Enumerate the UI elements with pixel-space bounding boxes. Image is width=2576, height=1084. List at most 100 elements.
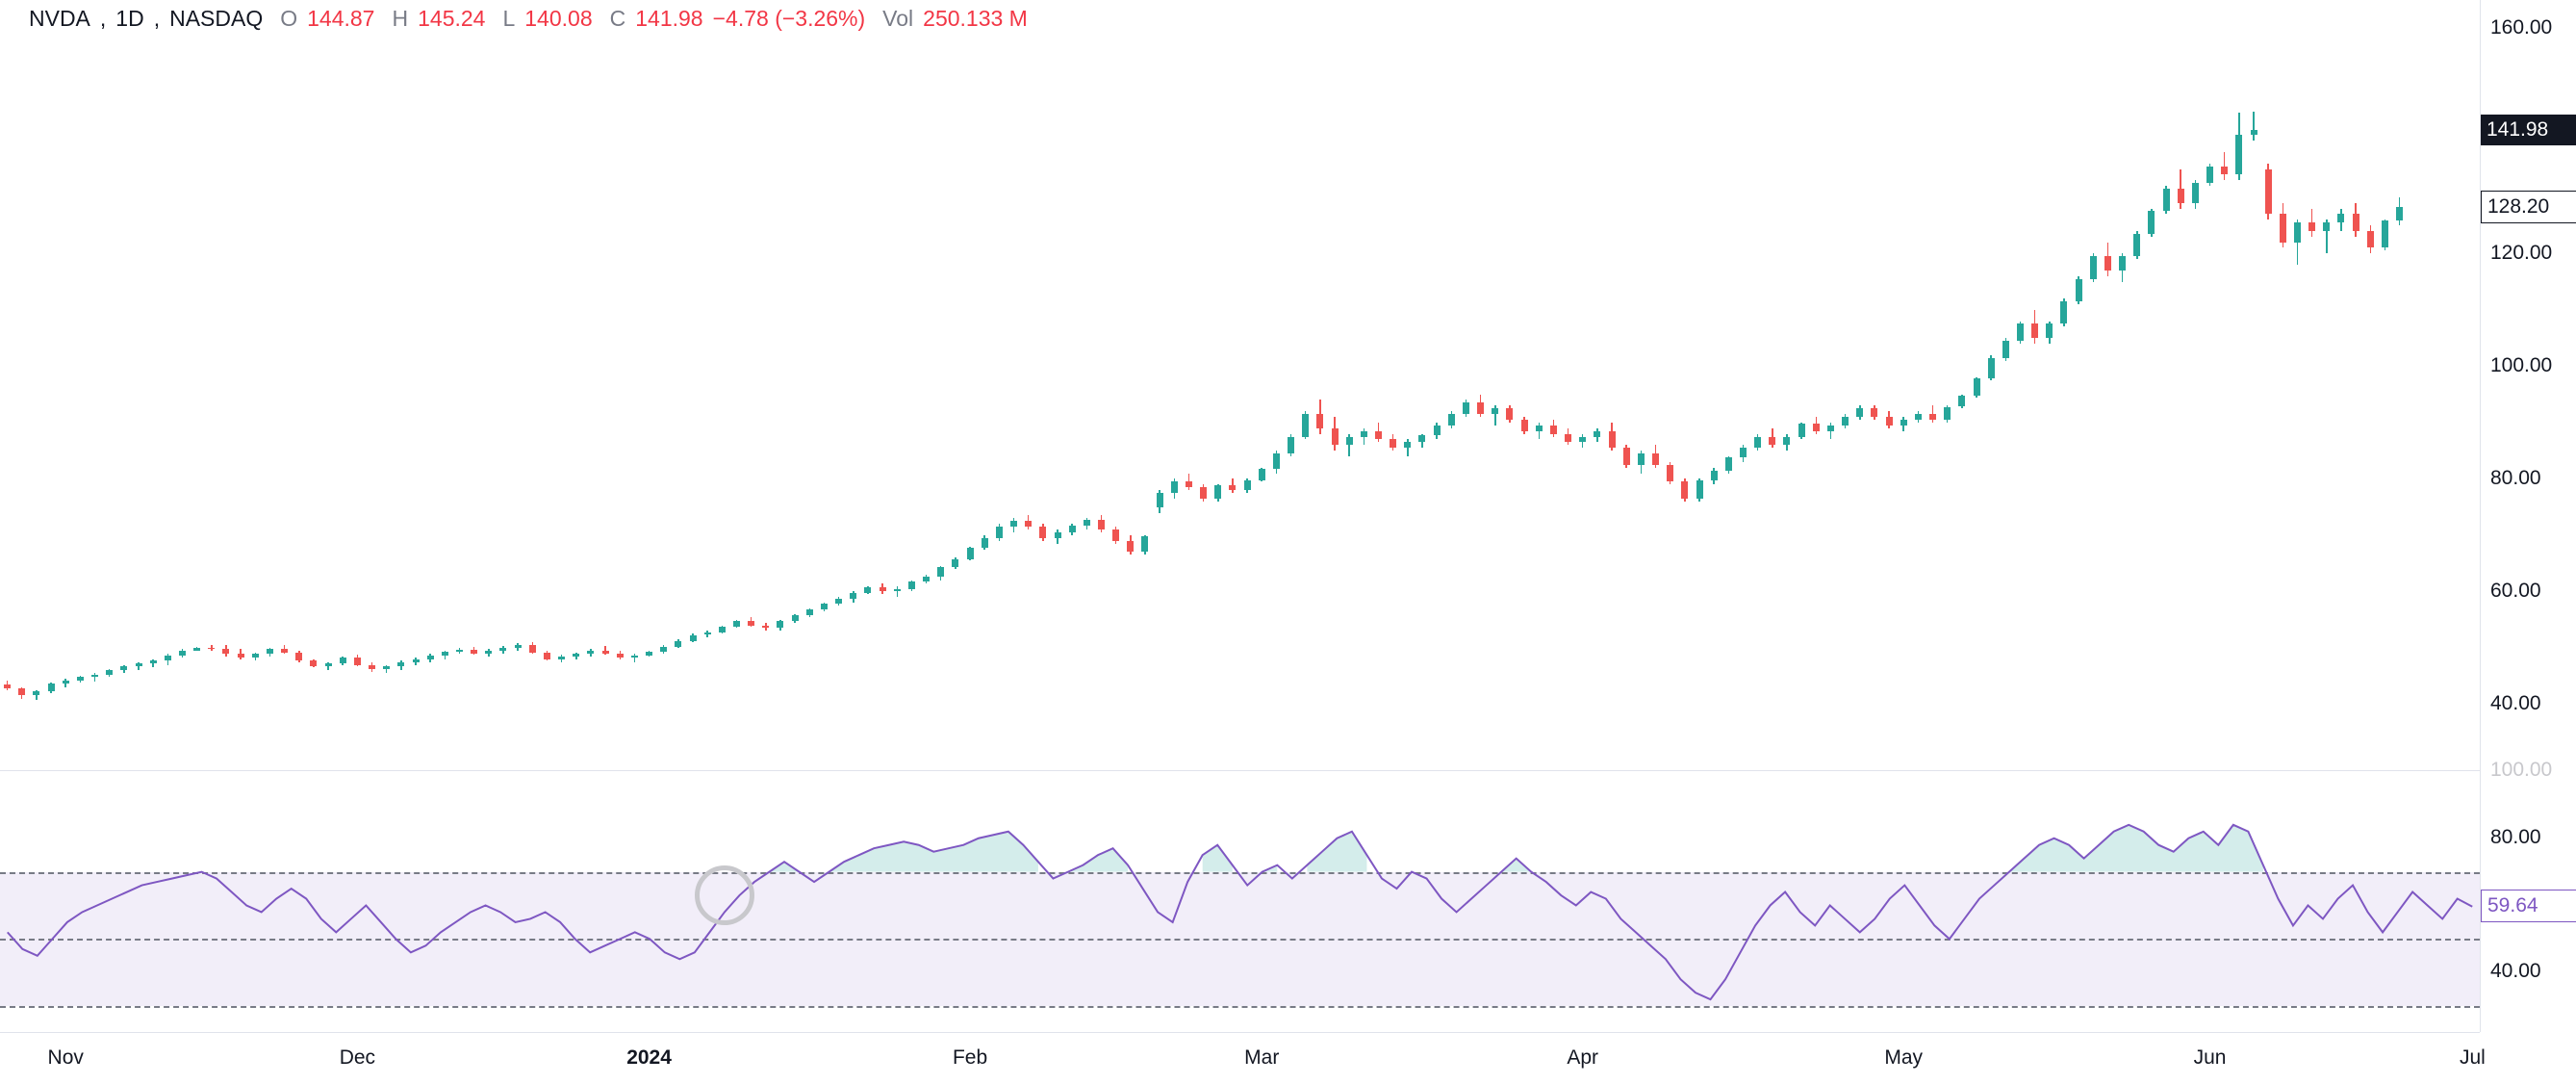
candle-body[interactable]	[1842, 417, 1849, 426]
candle-body[interactable]	[1302, 414, 1309, 436]
candle-body[interactable]	[1769, 437, 1775, 446]
candle-body[interactable]	[1536, 426, 1543, 431]
candle-body[interactable]	[1988, 358, 1995, 379]
candle-body[interactable]	[1098, 520, 1105, 530]
candle-body[interactable]	[1579, 437, 1586, 443]
candle-body[interactable]	[1594, 431, 1600, 437]
candle-body[interactable]	[660, 647, 667, 652]
candle-body[interactable]	[340, 658, 346, 663]
candle-body[interactable]	[646, 652, 652, 656]
candle-body[interactable]	[558, 657, 565, 659]
interval-label[interactable]: 1D	[115, 6, 143, 32]
candle-body[interactable]	[1856, 408, 1863, 417]
candle-body[interactable]	[1375, 431, 1382, 440]
candle-body[interactable]	[982, 538, 988, 548]
candle-body[interactable]	[2178, 189, 2184, 203]
candle-body[interactable]	[602, 651, 609, 654]
candle-body[interactable]	[1711, 471, 1718, 480]
candle-body[interactable]	[1229, 485, 1236, 490]
candle-body[interactable]	[529, 645, 536, 653]
candle-body[interactable]	[792, 615, 799, 621]
candle-body[interactable]	[515, 645, 522, 648]
candle-body[interactable]	[2119, 256, 2126, 271]
candle-body[interactable]	[4, 684, 11, 688]
candle-body[interactable]	[762, 626, 769, 629]
candle-body[interactable]	[1259, 469, 1265, 480]
candle-body[interactable]	[222, 649, 229, 654]
candle-body[interactable]	[427, 656, 434, 659]
candle-body[interactable]	[2337, 214, 2344, 222]
candle-body[interactable]	[1200, 487, 1207, 499]
candle-body[interactable]	[281, 649, 288, 653]
candle-body[interactable]	[1974, 378, 1980, 396]
candle-body[interactable]	[267, 649, 273, 655]
candle-body[interactable]	[2396, 207, 2403, 220]
candle-body[interactable]	[923, 577, 930, 581]
candle-body[interactable]	[1871, 408, 1877, 417]
candle-body[interactable]	[1725, 457, 1732, 470]
candle-body[interactable]	[1609, 431, 1616, 449]
candle-body[interactable]	[777, 621, 783, 629]
candle-body[interactable]	[996, 527, 1003, 538]
candle-body[interactable]	[165, 656, 171, 660]
candle-body[interactable]	[587, 651, 594, 654]
candle-body[interactable]	[2031, 323, 2038, 338]
candle-body[interactable]	[806, 609, 813, 615]
candle-body[interactable]	[2323, 222, 2330, 231]
candle-body[interactable]	[748, 621, 754, 626]
candle-body[interactable]	[252, 654, 259, 658]
candle-body[interactable]	[1157, 493, 1163, 507]
candle-body[interactable]	[2367, 231, 2374, 248]
candle-body[interactable]	[1361, 431, 1367, 437]
candle-body[interactable]	[1623, 448, 1630, 465]
candle-body[interactable]	[2076, 279, 2082, 301]
candle-body[interactable]	[1798, 424, 1805, 436]
candle-body[interactable]	[310, 660, 317, 666]
candle-body[interactable]	[2294, 222, 2301, 242]
candle-body[interactable]	[2133, 234, 2140, 256]
candle-body[interactable]	[1492, 408, 1498, 414]
candle-body[interactable]	[369, 665, 375, 670]
candle-body[interactable]	[967, 548, 974, 559]
candle-body[interactable]	[1944, 407, 1951, 420]
candle-body[interactable]	[631, 656, 638, 658]
x-axis[interactable]: NovDec2024FebMarAprMayJunJul	[0, 1032, 2480, 1084]
candle-body[interactable]	[675, 641, 681, 647]
candle-body[interactable]	[2235, 135, 2242, 174]
candle-body[interactable]	[1288, 437, 1294, 454]
candle-body[interactable]	[442, 652, 448, 656]
candle-body[interactable]	[1214, 485, 1221, 498]
candle-body[interactable]	[1565, 434, 1571, 443]
candle-body[interactable]	[908, 581, 915, 589]
candle-body[interactable]	[1506, 408, 1513, 420]
candle-body[interactable]	[1434, 426, 1441, 435]
candle-body[interactable]	[18, 688, 25, 695]
candle-body[interactable]	[1404, 442, 1411, 448]
candle-body[interactable]	[2046, 323, 2053, 338]
candle-body[interactable]	[193, 648, 200, 651]
candle-body[interactable]	[1112, 529, 1119, 541]
candle-body[interactable]	[471, 650, 477, 654]
candle-body[interactable]	[1316, 414, 1323, 428]
y-axis[interactable]: 40.0060.0080.00100.00120.00160.00141.981…	[2480, 0, 2576, 1032]
candle-body[interactable]	[208, 648, 215, 649]
candle-body[interactable]	[1929, 414, 1936, 420]
candle-body[interactable]	[2104, 256, 2111, 271]
candle-body[interactable]	[63, 681, 69, 684]
candle-body[interactable]	[1039, 527, 1046, 538]
candle-body[interactable]	[2192, 183, 2199, 202]
candle-body[interactable]	[704, 632, 711, 634]
candle-body[interactable]	[150, 660, 157, 664]
candle-body[interactable]	[354, 658, 361, 665]
candle-body[interactable]	[1346, 437, 1353, 446]
candle-body[interactable]	[1186, 481, 1192, 487]
candle-body[interactable]	[2090, 256, 2097, 278]
candle-body[interactable]	[325, 663, 332, 665]
candle-body[interactable]	[91, 675, 98, 677]
candle-body[interactable]	[1783, 437, 1790, 446]
candle-body[interactable]	[1171, 481, 1178, 493]
candle-body[interactable]	[2148, 211, 2155, 233]
rsi-pane[interactable]	[0, 770, 2480, 1032]
candle-body[interactable]	[573, 654, 579, 657]
candle-body[interactable]	[2382, 220, 2388, 247]
